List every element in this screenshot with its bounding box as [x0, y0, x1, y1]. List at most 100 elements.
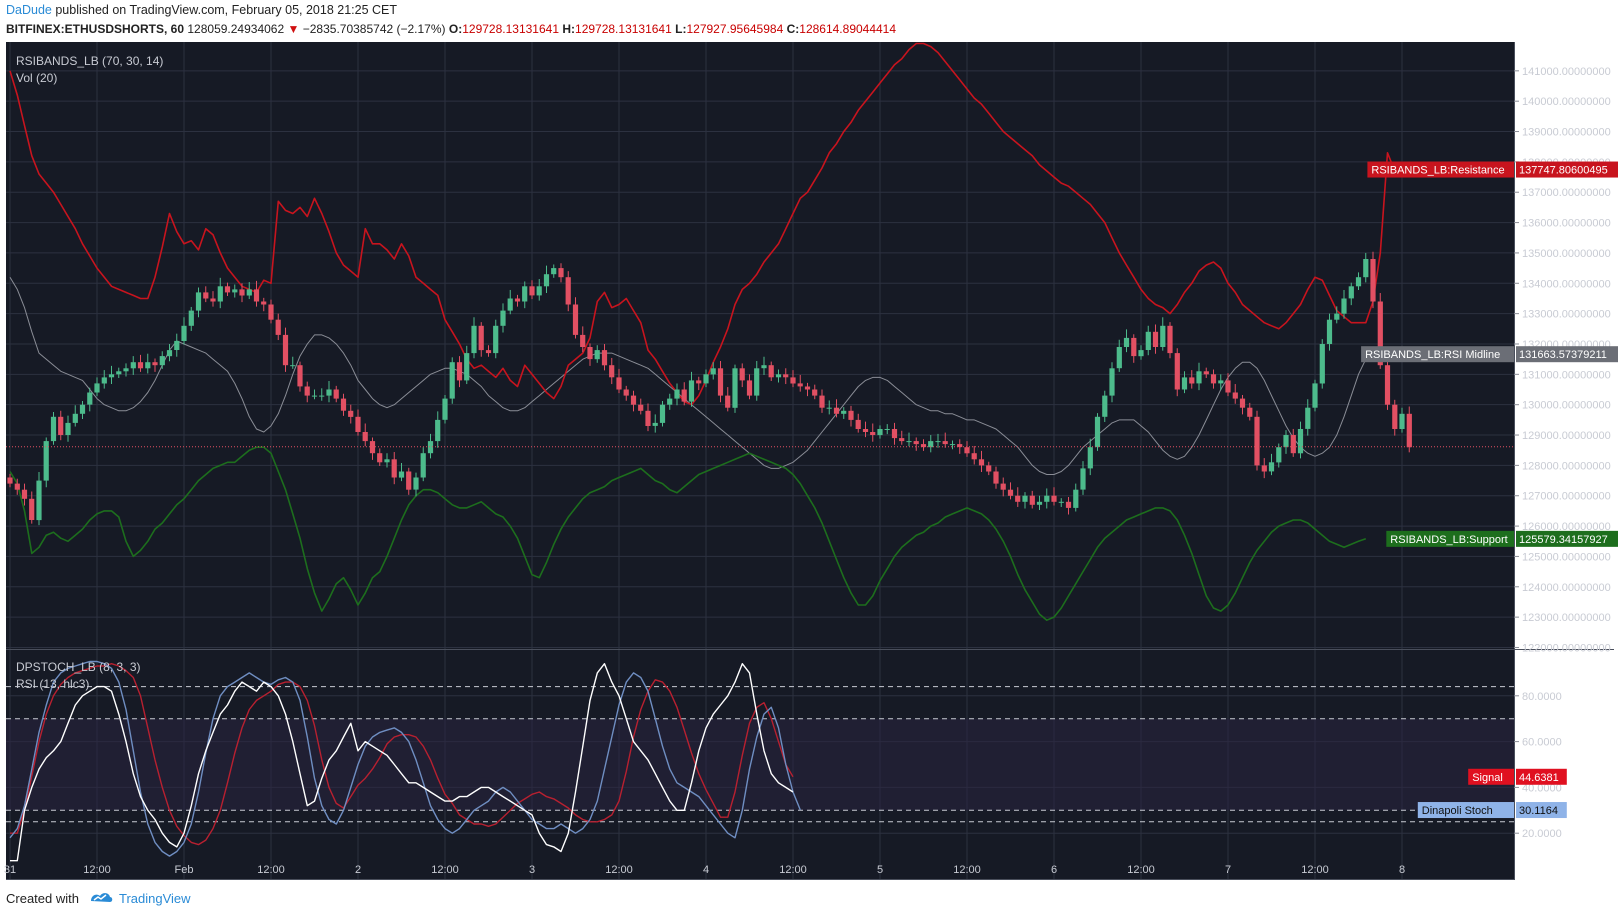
candle [398, 471, 405, 478]
candle [862, 429, 869, 432]
candle [1167, 325, 1173, 354]
candle [435, 419, 441, 442]
candle [1312, 383, 1318, 408]
candle [311, 395, 318, 397]
indicator-legend-rsibands[interactable]: RSIBANDS_LB (70, 30, 14) [16, 54, 163, 68]
series-name-tag [1367, 161, 1514, 178]
candle [739, 368, 745, 381]
candle [1007, 489, 1014, 496]
candle [884, 429, 890, 430]
candle [246, 289, 252, 296]
candle [986, 465, 992, 472]
support-line [9, 446, 1367, 622]
candle [43, 441, 49, 481]
candle [1065, 501, 1072, 508]
price-tick-label: 124000.00000000 [1522, 582, 1611, 594]
candle [449, 362, 455, 399]
candle [174, 340, 180, 350]
published-text: published on TradingView.com, February 0… [55, 3, 398, 17]
author-link[interactable]: DaDude [6, 3, 52, 17]
price-axis[interactable]: 141000.00000000 140000.00000000 139000.000… [1514, 66, 1611, 655]
candle [1239, 398, 1246, 408]
candle [224, 286, 231, 293]
candle [529, 286, 535, 296]
candle [362, 432, 368, 442]
candle [594, 350, 600, 360]
candle [14, 483, 20, 490]
oscillator-axis[interactable]: 80.0000 60.0000 40.0000 20.0000 [1514, 691, 1562, 840]
series-name-text: RSIBANDS_LB:Support [1390, 534, 1507, 546]
candle [1370, 259, 1376, 302]
open-label: O: [448, 22, 463, 36]
candle [1268, 462, 1275, 472]
candle [1051, 495, 1057, 502]
candle [319, 395, 325, 397]
candle [645, 410, 651, 426]
candle [58, 416, 64, 435]
candle [232, 289, 238, 293]
price-change: −2835.70385742 (−2.17%) [302, 22, 446, 36]
price-tick-label: 135000.00000000 [1522, 248, 1611, 260]
candle [717, 368, 724, 396]
candle [1058, 501, 1064, 503]
candle [1080, 468, 1086, 490]
candle [1123, 337, 1130, 347]
candle [1145, 331, 1151, 350]
candle [137, 362, 144, 369]
candle [1384, 365, 1391, 405]
candle [833, 407, 840, 414]
candle [282, 334, 289, 366]
indicator-legend-vol[interactable]: Vol (20) [16, 71, 57, 85]
candle [1247, 407, 1253, 417]
candle [471, 325, 477, 354]
time-tick-label: 2 [355, 864, 361, 876]
time-tick-label: 5 [877, 864, 883, 876]
candle [304, 386, 310, 396]
price-tick-label: 139000.00000000 [1522, 127, 1611, 139]
symbol-name: BITFINEX:ETHUSDSHORTS, 60 [6, 22, 185, 36]
candle [326, 389, 332, 396]
chart-canvas[interactable]: 141000.00000000 140000.00000000 139000.000… [0, 42, 1621, 882]
time-tick-label: Feb [175, 864, 194, 876]
candle [1218, 380, 1224, 384]
indicator-legend-dpstoch[interactable]: DPSTOCH_LB (8, 3, 3) [16, 660, 141, 674]
candle [1015, 495, 1021, 502]
candle [1152, 331, 1159, 347]
candle [1000, 483, 1006, 490]
price-tick-label: 125000.00000000 [1522, 551, 1611, 563]
tradingview-logo-icon[interactable] [89, 889, 113, 908]
series-value-tag [1516, 161, 1618, 178]
candle [1341, 298, 1347, 314]
candle [913, 441, 919, 445]
candle [935, 441, 941, 443]
candle [1305, 407, 1311, 429]
indicator-legend-rsi[interactable]: RSI (13, hlc3) [16, 677, 89, 691]
candle [1196, 371, 1202, 384]
low-value: 127927.95645984 [686, 22, 784, 36]
price-labels: RSIBANDS_LB:Resistance 137747.80600495 RSI… [1361, 161, 1618, 819]
candle [101, 377, 107, 384]
rsi-midline [9, 276, 1381, 475]
candle [899, 438, 905, 442]
candle [79, 404, 86, 414]
osc-line-rsi [10, 663, 794, 862]
price-tick-label: 126000.00000000 [1522, 521, 1611, 533]
oscillator-pane[interactable] [6, 660, 1514, 862]
candle [725, 395, 731, 408]
time-axis[interactable]: 31 12:00 Feb 12:00 2 12:00 3 12:00 4 12:00 5 12:00 6… [4, 864, 1405, 876]
osc-line-dinapoli-stoch [9, 660, 801, 857]
series-value-text: 30.1164 [1519, 805, 1558, 817]
series-name-tag [1468, 768, 1514, 785]
candle [964, 447, 970, 454]
candle [442, 398, 448, 420]
tradingview-link[interactable]: TradingView [118, 891, 191, 906]
low-label: L: [675, 22, 687, 36]
candle [928, 441, 934, 448]
series-name-text: RSIBANDS_LB:Resistance [1371, 165, 1504, 177]
price-tick-label: 140000.00000000 [1522, 96, 1611, 108]
candle [638, 404, 644, 411]
candle [333, 389, 339, 399]
price-pane[interactable] [6, 42, 1514, 622]
candle [601, 350, 608, 366]
candle [623, 389, 629, 396]
